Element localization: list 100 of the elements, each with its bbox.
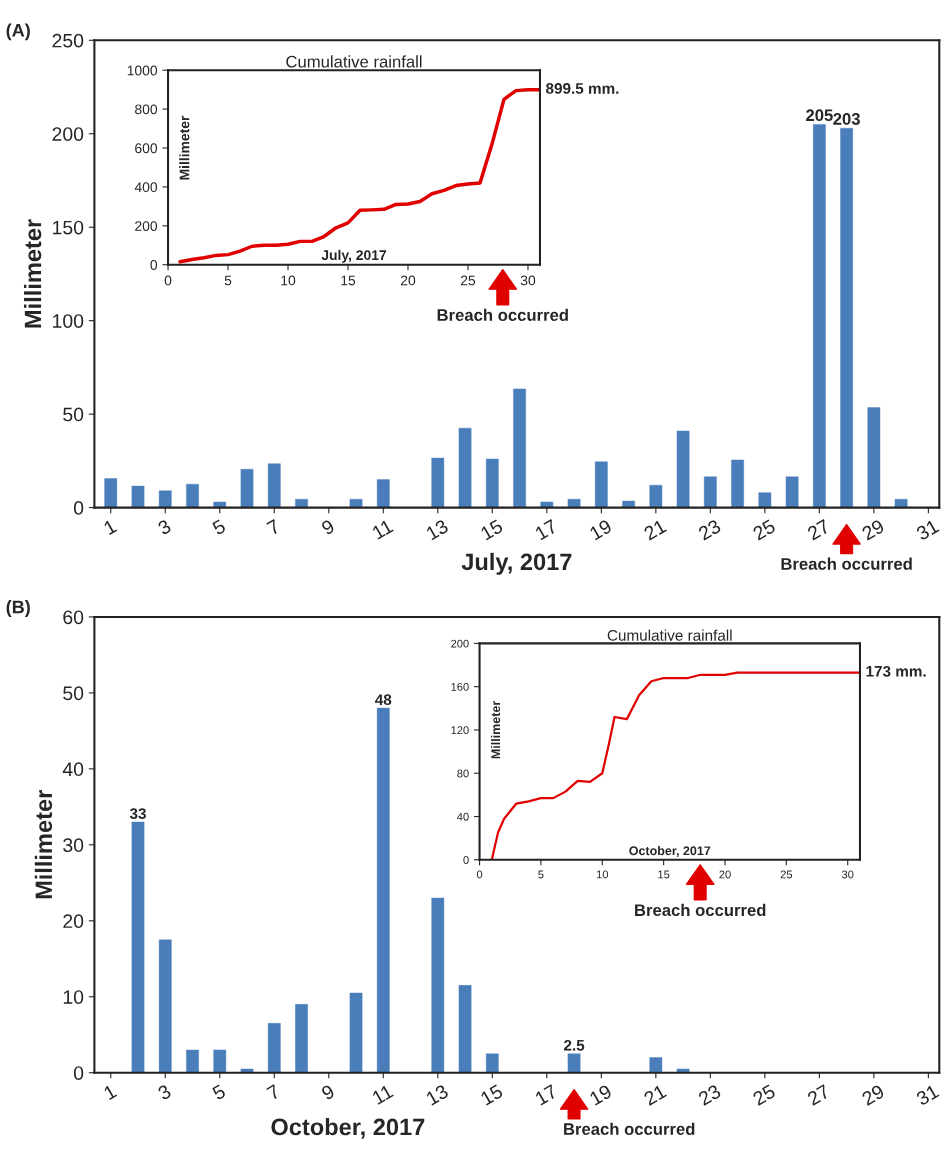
x-tick-label: 3 [156, 1084, 172, 1101]
bar [567, 1053, 581, 1073]
y-tick-label: 250 [52, 33, 84, 48]
y-tick-label: 100 [53, 314, 84, 328]
y-axis-title: Millimeter [23, 219, 42, 328]
bar [186, 1049, 199, 1073]
y-tick-label: 200 [52, 127, 84, 141]
y-axis-title: Millimeter [179, 115, 190, 180]
x-tick-label: 13 [425, 1084, 450, 1106]
bar [731, 459, 744, 508]
x-axis-title: July, 2017 [461, 552, 572, 575]
bar [567, 498, 581, 508]
text: (A) [6, 23, 30, 41]
y-tick-label: 10 [63, 990, 84, 1004]
x-tick-label: 10 [281, 275, 296, 286]
x-tick-label: 1 [103, 1084, 118, 1101]
x-tick-label: 7 [266, 519, 281, 536]
bar [376, 479, 390, 508]
x-axis-title: July, 2017 [321, 249, 387, 263]
bar [376, 707, 390, 1073]
x-tick-label: 31 [915, 1084, 940, 1106]
bar [594, 461, 608, 508]
text: (B) [6, 600, 30, 617]
y-tick-label: 200 [135, 221, 158, 231]
bar [240, 1068, 254, 1073]
chart-title: Cumulative rainfall [607, 629, 732, 641]
x-tick-label: 27 [806, 1084, 831, 1106]
annotation: Breach occurred [437, 308, 568, 321]
annotation: Breach occurred [635, 903, 766, 917]
x-tick-label: 3 [156, 518, 172, 536]
y-tick-label: 600 [135, 143, 158, 154]
x-tick-label: 17 [534, 1084, 558, 1106]
bar [431, 897, 445, 1073]
y-tick-label: 50 [63, 407, 84, 422]
chart-title: Cumulative rainfall [286, 55, 422, 68]
x-tick-label: 25 [752, 518, 777, 541]
x-tick-label: 9 [320, 518, 336, 536]
bar [158, 490, 172, 508]
bar [267, 463, 281, 508]
x-tick-label: 5 [211, 519, 227, 536]
bar [431, 457, 445, 508]
x-tick-label: 15 [480, 519, 504, 541]
bar [758, 492, 772, 508]
x-tick-label: 29 [861, 518, 886, 541]
bar [458, 427, 472, 508]
data-label: 2.5 [563, 1039, 585, 1051]
x-tick-label: 30 [841, 870, 854, 879]
x-tick-label: 13 [425, 518, 450, 541]
bar [676, 1068, 690, 1073]
y-tick-label: 50 [63, 686, 84, 701]
x-tick-label: 27 [806, 518, 831, 541]
y-tick-label: 30 [63, 838, 84, 853]
y-tick-label: 80 [457, 769, 469, 778]
x-tick-label: 10 [596, 870, 609, 879]
y-axis-title: Millimeter [34, 790, 53, 899]
line-series [490, 671, 860, 860]
x-tick-label: 19 [588, 518, 613, 541]
bar [458, 985, 472, 1073]
y-tick-label: 160 [451, 682, 469, 691]
bar [349, 498, 363, 508]
annotation: 173 mm. [866, 665, 926, 677]
y-tick-label: 200 [451, 639, 469, 648]
x-tick-label: 21 [643, 1084, 667, 1106]
bar [840, 127, 853, 508]
x-tick-label: 25 [460, 275, 476, 286]
bar [104, 478, 118, 508]
y-tick-label: 40 [457, 812, 469, 821]
bar [213, 1049, 227, 1073]
bar [513, 388, 526, 508]
x-tick-label: 15 [480, 1084, 504, 1106]
x-tick-label: 9 [320, 1084, 336, 1101]
y-tick-label: 40 [62, 762, 84, 777]
y-tick-label: 1000 [127, 65, 158, 76]
bar [131, 821, 145, 1073]
y-tick-label: 120 [451, 726, 469, 735]
data-label: 203 [833, 113, 860, 125]
x-tick-label: 30 [520, 275, 536, 286]
x-tick-label: 25 [780, 870, 793, 879]
y-tick-label: 800 [135, 104, 158, 115]
x-tick-label: 15 [658, 870, 670, 879]
bar [131, 485, 145, 508]
bar [813, 124, 826, 508]
x-tick-label: 1 [103, 519, 118, 535]
y-axis-title: Millimeter [490, 700, 501, 759]
data-label: 48 [375, 694, 392, 706]
annotation: 899.5 mm. [546, 83, 619, 94]
bar [894, 498, 908, 508]
x-tick-label: 29 [861, 1084, 886, 1106]
x-tick-label: 31 [915, 518, 940, 541]
bar [485, 458, 499, 508]
annotation: Breach occurred [781, 557, 912, 570]
y-tick-label: 60 [63, 610, 84, 625]
bar [622, 500, 635, 508]
x-tick-label: 23 [697, 518, 722, 541]
bar [785, 476, 799, 508]
annotation: Breach occurred [564, 1122, 695, 1135]
bar [186, 484, 199, 508]
bar [676, 430, 690, 508]
x-tick-label: 20 [400, 275, 416, 286]
bar [240, 469, 254, 508]
